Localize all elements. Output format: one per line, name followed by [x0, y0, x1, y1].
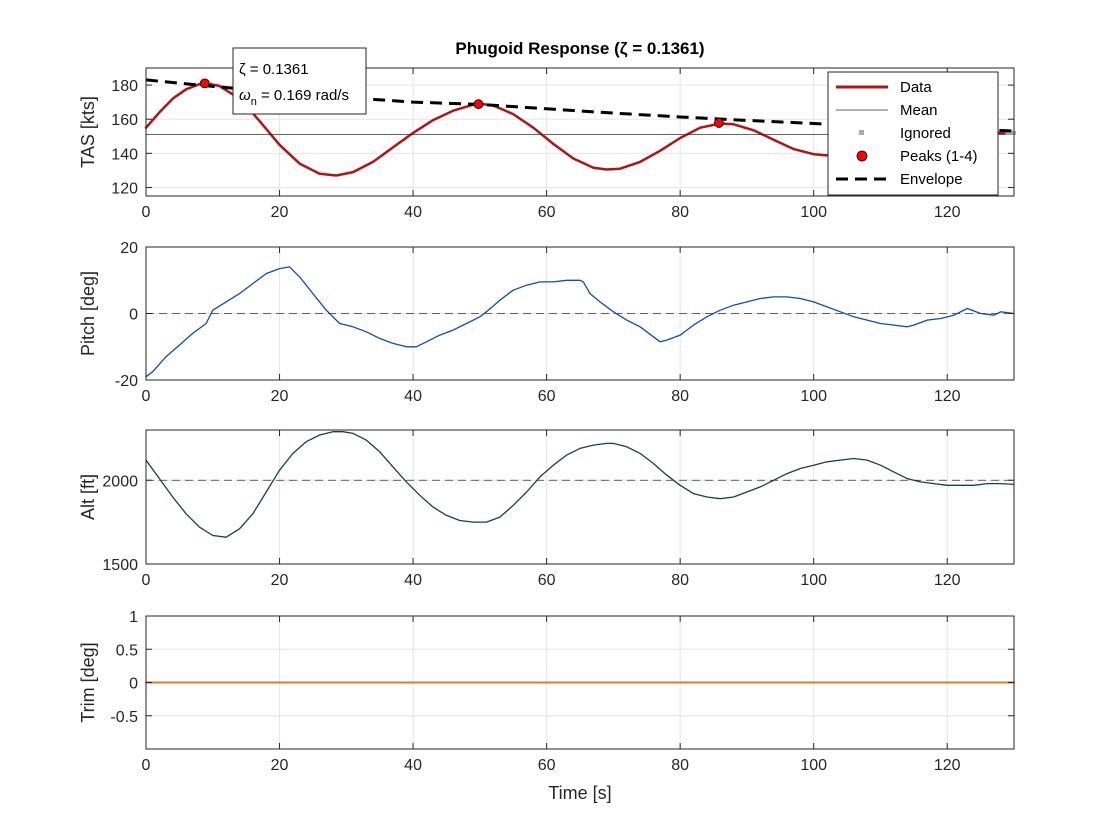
pitch-xtick-label-5: 100 [800, 388, 827, 405]
alt-xtick-label-6: 120 [934, 572, 961, 589]
tas-peak-marker-2 [473, 99, 484, 110]
alt-series-data [145, 431, 1015, 538]
alt-xtick-label-0: 0 [142, 572, 151, 589]
alt-plot-area [146, 430, 1014, 564]
tas-xtick-label-3: 60 [538, 204, 556, 221]
legend-swatch-ignored [859, 130, 864, 135]
tas-ytick-label-2: 160 [111, 112, 138, 129]
tas-xtick-label-5: 100 [800, 204, 827, 221]
tas-ylabel: TAS [kts] [78, 96, 98, 168]
alt-xtick-label-2: 40 [404, 572, 422, 589]
trim-panel: 0 20 40 60 80 100 120 -0.5 0 0.5 1 Trim [deg] Time [… [78, 609, 1015, 803]
trim-ytick-label-3: 1 [129, 609, 138, 626]
alt-ytick-label-0: 1500 [102, 557, 138, 574]
legend-label-ignored: Ignored [900, 125, 951, 142]
pitch-ytick-label-1: 0 [129, 307, 138, 324]
tas-xtick-label-2: 40 [404, 204, 422, 221]
pitch-xtick-label-6: 120 [934, 388, 961, 405]
tas-ytick-label-1: 140 [111, 146, 138, 163]
tas-ytick-label-0: 120 [111, 180, 138, 197]
trim-ytick-label-2: 0.5 [116, 642, 138, 659]
trim-xtick-label-6: 120 [934, 757, 961, 774]
trim-xtick-label-5: 100 [800, 757, 827, 774]
chart-title: Phugoid Response (ζ = 0.1361) [455, 39, 704, 58]
pitch-ytick-label-0: -20 [115, 373, 138, 390]
trim-xtick-label-0: 0 [142, 757, 151, 774]
alt-axes-box [145, 429, 1015, 565]
legend-label-data: Data [900, 79, 932, 96]
annotation-omega: ωn = 0.169 rad/s [239, 87, 349, 108]
annotation-box [232, 47, 367, 115]
legend-swatch-peaks [856, 150, 868, 162]
trim-xtick-label-2: 40 [404, 757, 422, 774]
trim-ytick-label-0: -0.5 [110, 709, 138, 726]
alt-ylabel: Alt [ft] [78, 474, 98, 520]
tas-axes-box [145, 67, 1015, 197]
pitch-xtick-label-3: 60 [538, 388, 556, 405]
annotation-zeta: ζ = 0.1361 [239, 61, 309, 78]
pitch-ytick-label-2: 20 [120, 240, 138, 257]
annotation-omega-value: = 0.169 rad/s [257, 87, 349, 104]
annotation-omega-subscript: n [251, 96, 257, 108]
trim-ytick-label-1: 0 [129, 676, 138, 693]
legend-label-mean: Mean [900, 102, 938, 119]
alt-xtick-label-4: 80 [671, 572, 689, 589]
tas-xtick-label-0: 0 [142, 204, 151, 221]
legend: Data Mean Ignored Peaks (1-4) Envelope [827, 71, 999, 196]
tas-peak-marker-1 [199, 78, 210, 89]
tas-ignored-point-0 [1005, 130, 1010, 135]
trim-ylabel: Trim [deg] [78, 642, 98, 722]
legend-label-peaks: Peaks (1-4) [900, 148, 978, 165]
alt-xtick-label-3: 60 [538, 572, 556, 589]
trim-xlabel: Time [s] [548, 783, 611, 803]
tas-xtick-label-4: 80 [671, 204, 689, 221]
alt-ytick-label-1: 2000 [102, 473, 138, 490]
legend-box [827, 71, 999, 196]
pitch-ylabel: Pitch [deg] [78, 271, 98, 356]
pitch-xtick-label-0: 0 [142, 388, 151, 405]
damping-annotation: ζ = 0.1361 ωn = 0.169 rad/s [232, 47, 367, 115]
pitch-series-data [145, 266, 1015, 378]
legend-label-envelope: Envelope [900, 171, 963, 188]
trim-xtick-label-3: 60 [538, 757, 556, 774]
alt-xtick-label-1: 20 [271, 572, 289, 589]
trim-xtick-label-1: 20 [271, 757, 289, 774]
tas-peak-marker-3 [713, 118, 724, 128]
tas-xtick-label-6: 120 [934, 204, 961, 221]
pitch-xtick-label-2: 40 [404, 388, 422, 405]
tas-ignored-point-1 [1008, 130, 1013, 135]
pitch-xtick-label-1: 20 [271, 388, 289, 405]
annotation-omega-symbol: ω [239, 87, 251, 104]
tas-xtick-label-1: 20 [271, 204, 289, 221]
pitch-xtick-label-4: 80 [671, 388, 689, 405]
alt-xtick-label-5: 100 [800, 572, 827, 589]
tas-ytick-label-3: 180 [111, 78, 138, 95]
trim-xtick-label-4: 80 [671, 757, 689, 774]
